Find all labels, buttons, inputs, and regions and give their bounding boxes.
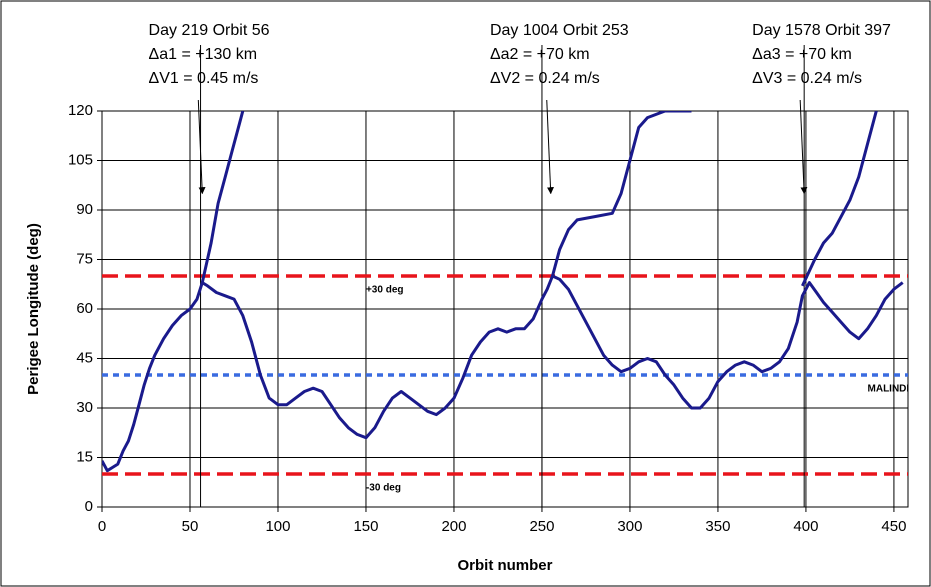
x-tick-label: 200 [441, 518, 466, 535]
series-line [200, 111, 245, 283]
series-line [102, 274, 904, 473]
x-tick-label: 50 [182, 518, 199, 535]
y-tick-label: 0 [85, 498, 93, 515]
reference-label: -30 deg [366, 483, 401, 494]
x-tick-label: 250 [529, 518, 554, 535]
annotation-arrow [197, 99, 206, 195]
annotation-text: Δa1 = +130 km [149, 46, 258, 63]
annotation-text: Δa2 = +70 km [490, 46, 590, 63]
y-tick-label: 90 [76, 201, 93, 218]
annotation-text: ΔV3 = 0.24 m/s [752, 70, 862, 87]
y-tick-label: 30 [76, 399, 93, 416]
annotation-arrow [546, 99, 554, 195]
annotation-text: Day 1004 Orbit 253 [490, 22, 629, 39]
series-line [801, 111, 878, 287]
reference-label: +30 deg [366, 285, 404, 296]
x-tick-label: 450 [881, 518, 906, 535]
plot-lines [102, 111, 904, 473]
x-tick-label: 150 [353, 518, 378, 535]
x-axis-title: Orbit number [457, 557, 552, 574]
annotation-text: Day 1578 Orbit 397 [752, 22, 891, 39]
y-tick-label: 15 [76, 448, 93, 465]
annotation-text: ΔV2 = 0.24 m/s [490, 70, 600, 87]
x-tick-label: 0 [98, 518, 106, 535]
x-tick-label: 400 [793, 518, 818, 535]
plot-border [101, 110, 909, 508]
annotation-text: ΔV1 = 0.45 m/s [149, 70, 259, 87]
series-line [551, 111, 692, 277]
annotation-text: Δa3 = +70 km [752, 46, 852, 63]
y-tick-label: 75 [76, 250, 93, 267]
y-tick-label: 120 [68, 102, 93, 119]
y-tick-label: 105 [68, 151, 93, 168]
x-tick-label: 100 [265, 518, 290, 535]
annotation-text: Day 219 Orbit 56 [149, 22, 270, 39]
reference-label: MALINDI [868, 384, 910, 395]
y-tick-label: 45 [76, 349, 93, 366]
y-axis-title: Perigee Longitude (deg) [25, 223, 42, 395]
x-tick-label: 300 [617, 518, 642, 535]
annotation-arrow [799, 99, 808, 195]
x-tick-label: 350 [705, 518, 730, 535]
y-tick-label: 60 [76, 300, 93, 317]
